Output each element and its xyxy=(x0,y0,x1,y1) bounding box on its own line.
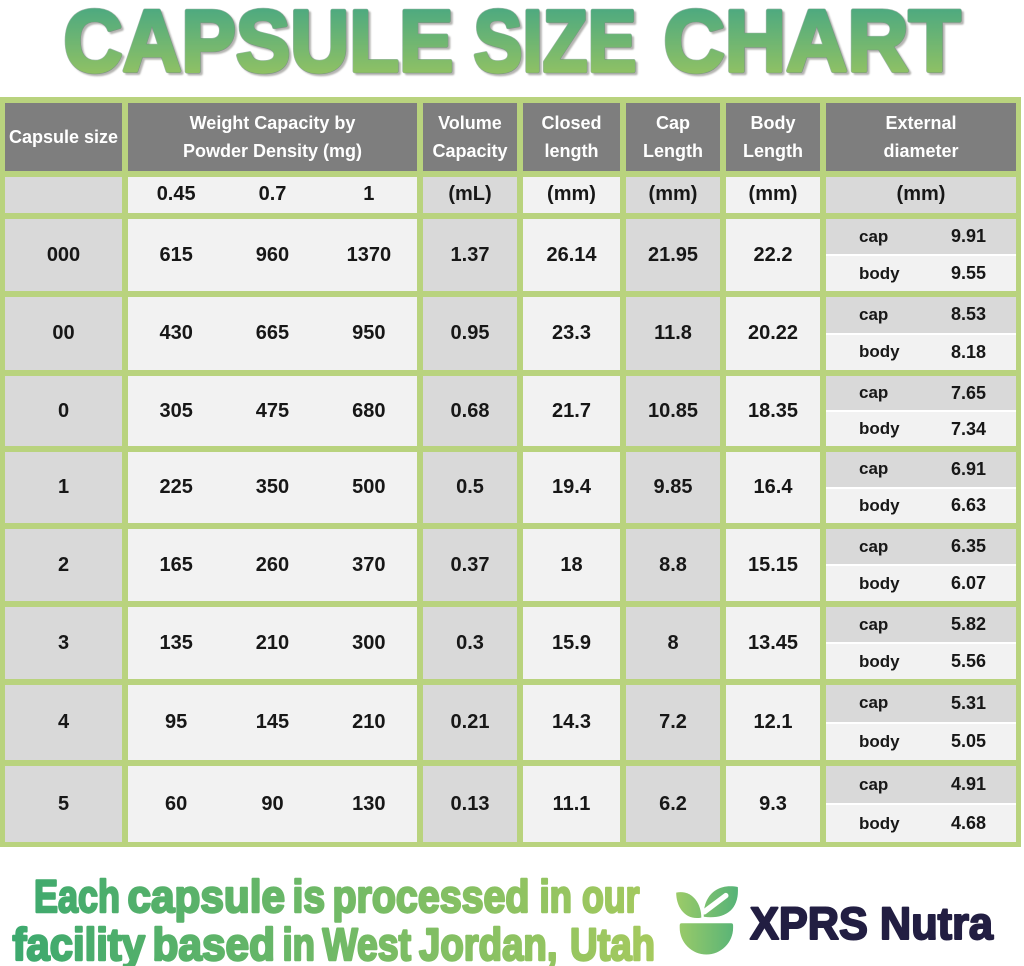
svg-text:Utah: Utah xyxy=(570,919,655,966)
svg-text:West: West xyxy=(323,919,412,966)
svg-text:is: is xyxy=(293,871,326,922)
svg-text:Each: Each xyxy=(34,871,120,922)
svg-text:Jordan,: Jordan, xyxy=(419,919,558,966)
svg-text:CAPSULE: CAPSULE xyxy=(64,0,454,90)
svg-text:CHART: CHART xyxy=(664,0,961,90)
svg-text:SIZE: SIZE xyxy=(474,0,637,90)
svg-text:in: in xyxy=(540,871,573,922)
svg-text:CHART: CHART xyxy=(664,0,961,90)
svg-text:SIZE: SIZE xyxy=(474,0,637,90)
svg-text:in: in xyxy=(283,919,316,966)
svg-text:facility: facility xyxy=(13,919,146,966)
svg-text:CAPSULE: CAPSULE xyxy=(64,0,454,90)
svg-text:processed: processed xyxy=(333,871,530,922)
svg-text:capsule: capsule xyxy=(128,871,286,922)
svg-text:XPRS Nutra: XPRS Nutra xyxy=(750,898,994,949)
svg-text:our: our xyxy=(582,871,640,922)
svg-text:based: based xyxy=(153,919,276,966)
